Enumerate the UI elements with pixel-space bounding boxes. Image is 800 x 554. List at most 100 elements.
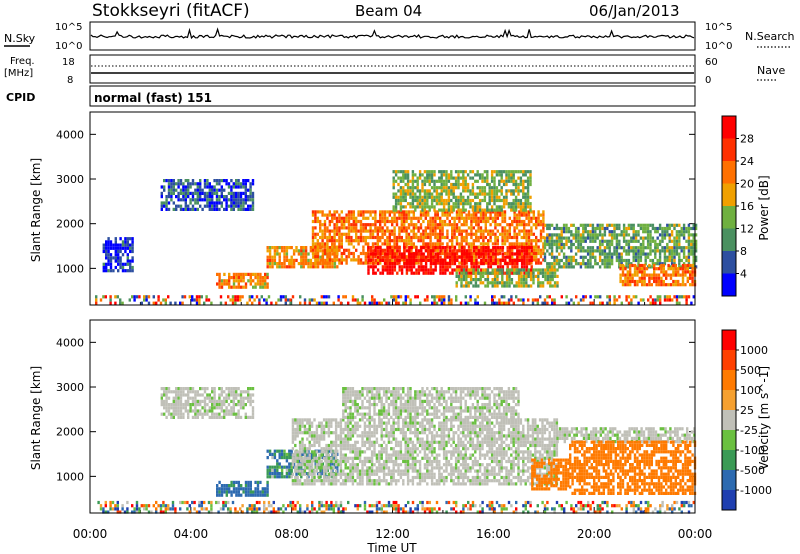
data-cell [486,274,490,278]
data-cell [460,210,463,214]
data-cell [244,403,247,407]
data-cell [610,255,614,259]
data-cell [363,301,367,305]
data-cell [548,226,551,231]
data-cell [216,282,219,286]
data-cell [294,504,297,508]
data-cell [472,268,475,272]
data-cell [256,279,260,283]
data-cell [417,255,420,259]
data-cell [446,235,449,240]
data-cell [555,226,559,231]
data-cell [483,176,487,180]
data-cell [646,246,650,250]
data-cell [450,208,453,212]
data-cell [442,182,446,187]
data-cell [191,204,195,208]
data-cell [376,242,379,246]
data-cell [687,295,691,299]
data-cell [474,271,478,275]
data-cell [539,248,543,252]
data-cell [220,185,223,189]
data-cell [270,510,273,514]
data-cell [211,201,214,205]
data-cell [518,216,521,220]
data-cell [405,210,408,214]
data-cell [431,219,435,224]
data-cell [586,223,590,227]
data-cell [555,233,559,237]
data-cell [465,249,469,253]
data-cell [565,223,568,227]
data-cell [423,182,427,187]
data-cell [447,186,451,190]
data-cell [484,258,488,262]
data-cell [232,204,235,208]
data-cell [251,195,255,199]
data-cell [591,233,595,237]
data-cell [496,278,499,282]
data-cell [466,202,470,206]
data-cell [642,236,645,240]
data-cell [116,510,119,514]
scatter-region [367,246,533,275]
data-cell [490,195,494,199]
data-cell [531,298,535,302]
data-cell [394,173,398,177]
data-cell [189,198,192,202]
data-cell [589,239,592,243]
data-cell [599,295,602,299]
data-cell [647,298,650,302]
data-cell [384,255,387,259]
data-cell [119,243,122,247]
data-cell [474,173,477,177]
data-cell [131,237,134,241]
data-cell [555,239,559,243]
data-cell [268,265,272,269]
data-cell [172,182,175,186]
data-cell [208,195,211,199]
data-cell [589,295,592,299]
data-cell [537,239,540,243]
data-cell [104,500,107,505]
data-cell [375,507,379,511]
data-cell [462,271,466,275]
data-cell [392,507,395,511]
freq-tick-top: 18 [62,57,75,68]
data-cell [537,248,540,252]
data-cell [483,301,487,305]
data-cell [474,274,478,278]
data-cell [658,239,662,243]
data-cell [323,295,326,299]
data-cell [379,223,382,227]
data-cell [289,504,292,508]
data-cell [498,271,502,275]
data-cell [551,284,554,288]
data-cell [249,480,252,484]
data-cell [252,272,255,276]
data-cell [434,213,437,217]
data-cell [283,249,286,253]
data-cell [416,510,419,514]
data-cell [428,176,431,180]
data-cell [248,507,251,511]
data-cell [314,245,317,249]
data-cell [685,230,688,234]
data-cell [660,276,663,280]
data-cell [587,504,590,508]
data-cell [577,262,580,266]
data-cell [266,258,269,262]
data-cell [114,249,117,254]
data-cell [494,255,497,259]
data-cell [211,204,214,208]
data-cell [247,195,250,199]
data-cell [629,270,632,274]
data-cell [470,271,473,275]
data-cell [249,282,252,286]
data-cell [511,265,514,269]
data-cell [230,399,233,403]
data-cell [666,223,669,227]
data-cell [215,403,219,407]
data-cell [129,265,132,270]
data-cell [404,504,407,508]
